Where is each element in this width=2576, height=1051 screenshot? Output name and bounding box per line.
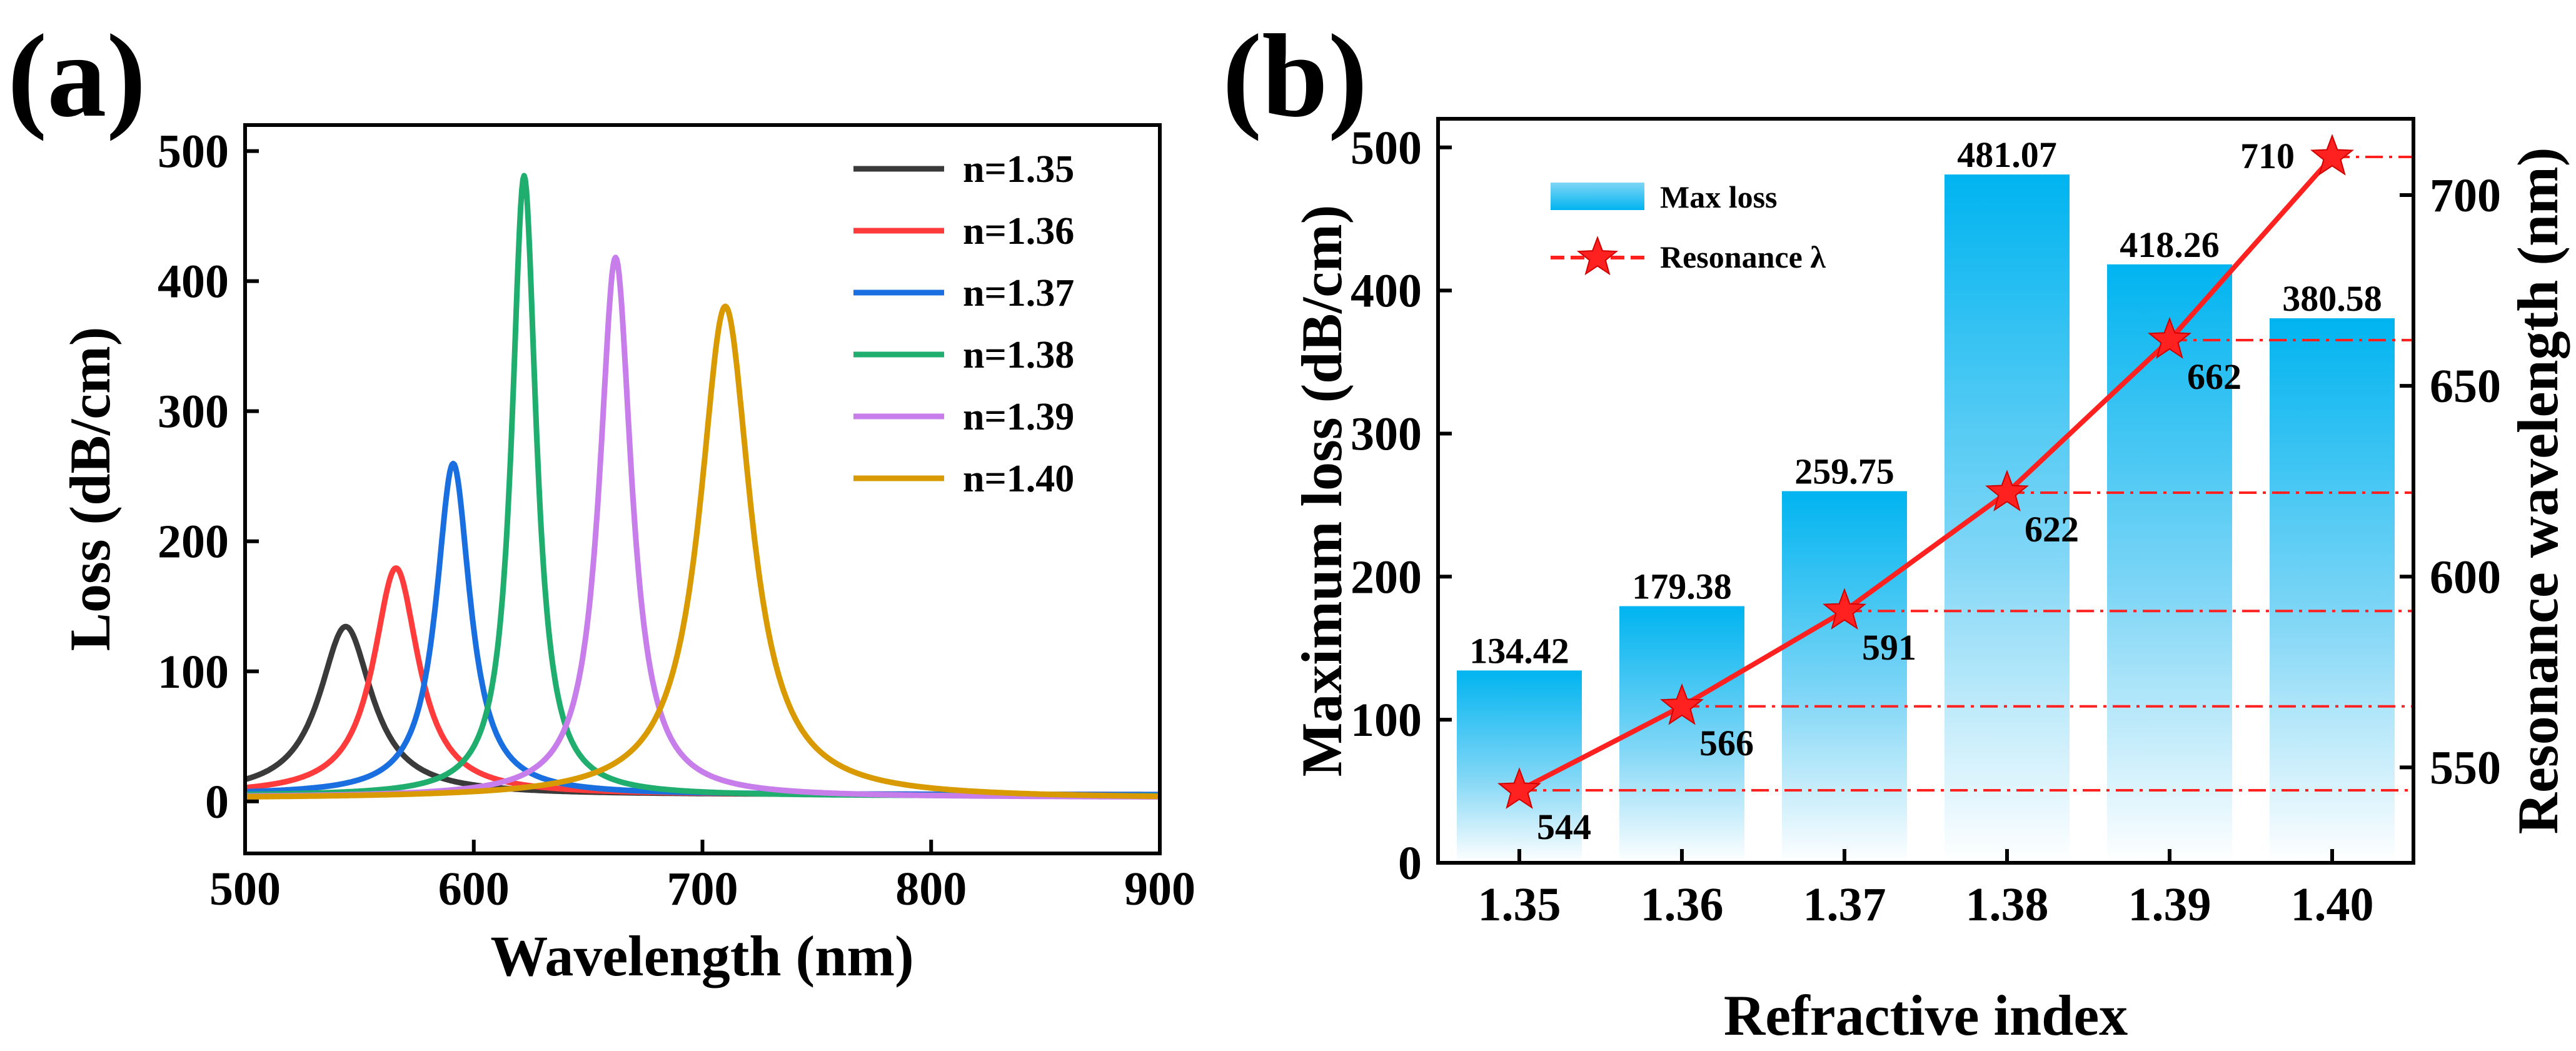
legend-label-n=1.35: n=1.35 bbox=[963, 148, 1074, 191]
y-tick-label-500: 500 bbox=[1351, 122, 1422, 174]
legend-label-max-loss: Max loss bbox=[1660, 179, 1778, 214]
legend-label-n=1.37: n=1.37 bbox=[963, 272, 1074, 314]
x-tick-label-900: 900 bbox=[1124, 863, 1195, 915]
legend-label-resonance: Resonance λ bbox=[1660, 239, 1826, 274]
star-label-544: 544 bbox=[1537, 807, 1591, 847]
panel-b-plot: 134.42 179.38 259.75 481.07 418.26 380.58 544 5… bbox=[1457, 134, 2413, 863]
x-tick-label-1.38: 1.38 bbox=[1966, 878, 2049, 931]
resonance-line bbox=[1518, 155, 2334, 793]
star-label-566: 566 bbox=[1699, 723, 1754, 763]
panel-a-x-title: Wavelength (nm) bbox=[490, 924, 913, 988]
bar-1.40 bbox=[2270, 318, 2395, 863]
bar-value-label-1.38: 481.07 bbox=[1957, 134, 2057, 175]
series-line-n=1.40 bbox=[245, 303, 1160, 800]
x-tick-label-500: 500 bbox=[209, 863, 281, 915]
panel-b-y2-title: Resonance wavelength (nm) bbox=[2506, 148, 2570, 835]
star-label-662: 662 bbox=[2187, 356, 2241, 397]
x-tick-label-600: 600 bbox=[438, 863, 510, 915]
bar-value-label-1.36: 179.38 bbox=[1632, 566, 1732, 606]
star-marker-591 bbox=[1822, 588, 1867, 630]
series-line-n=1.37 bbox=[245, 460, 1160, 798]
panel-b-legend: Max loss Resonance λ bbox=[1551, 179, 1826, 276]
y-tick-label-100: 100 bbox=[158, 646, 229, 698]
y-tick-label-200: 200 bbox=[1351, 551, 1422, 603]
y2-tick-label-700: 700 bbox=[2430, 169, 2501, 222]
y-tick-label-100: 100 bbox=[1351, 694, 1422, 747]
star-label-710: 710 bbox=[2240, 136, 2295, 176]
y-tick-label-500: 500 bbox=[158, 126, 229, 178]
y-tick-label-400: 400 bbox=[1351, 265, 1422, 318]
star-label-622: 622 bbox=[2025, 509, 2079, 550]
x-tick-label-1.35: 1.35 bbox=[1478, 878, 1561, 931]
panel-b-y-title: Maximum loss (dB/cm) bbox=[1290, 205, 1354, 777]
bar-1.36 bbox=[1619, 606, 1744, 863]
star-marker-566 bbox=[1659, 683, 1704, 725]
y2-tick-label-650: 650 bbox=[2430, 360, 2501, 413]
panel-a-legend: n=1.35 n=1.36 n=1.37 n=1.38 n=1.39 n=1.40 bbox=[853, 148, 1074, 500]
x-tick-label-700: 700 bbox=[667, 863, 738, 915]
bar-value-label-1.37: 259.75 bbox=[1794, 451, 1894, 492]
bar-1.38 bbox=[1945, 174, 2070, 863]
legend-bar-swatch bbox=[1551, 183, 1644, 210]
legend-label-n=1.39: n=1.39 bbox=[963, 396, 1074, 438]
legend-label-n=1.40: n=1.40 bbox=[963, 458, 1074, 500]
bar-value-label-1.40: 380.58 bbox=[2282, 278, 2382, 319]
y-tick-label-0: 0 bbox=[205, 776, 229, 828]
panel-a-label: (a) bbox=[8, 11, 146, 142]
panel-a-y-title: Loss (dB/cm) bbox=[58, 327, 122, 651]
star-marker-662 bbox=[2147, 317, 2192, 359]
y2-tick-label-550: 550 bbox=[2430, 742, 2501, 794]
panel-a-plot bbox=[245, 173, 1160, 800]
panel-b: (b) 134.42 179.38 259.75 481.07 418.26 380.58… bbox=[1222, 11, 2570, 1047]
panel-a-ticks: 500 600 700 800 900 0 100 200 300 400 500 bbox=[158, 126, 1195, 915]
x-tick-label-800: 800 bbox=[895, 863, 967, 915]
legend-label-n=1.36: n=1.36 bbox=[963, 210, 1074, 253]
x-tick-label-1.40: 1.40 bbox=[2291, 878, 2374, 931]
panel-b-label: (b) bbox=[1222, 11, 1367, 142]
legend-star-swatch bbox=[1576, 236, 1619, 276]
series-line-n=1.36 bbox=[245, 565, 1160, 798]
panel-a-series-group bbox=[245, 173, 1160, 800]
y-tick-label-200: 200 bbox=[158, 516, 229, 568]
bar-value-label-1.39: 418.26 bbox=[2120, 224, 2220, 265]
x-tick-label-1.36: 1.36 bbox=[1641, 878, 1724, 931]
star-marker-544 bbox=[1497, 767, 1542, 809]
y-tick-label-300: 300 bbox=[1351, 408, 1422, 460]
x-tick-label-1.39: 1.39 bbox=[2128, 878, 2211, 931]
y-tick-label-300: 300 bbox=[158, 386, 229, 438]
star-label-591: 591 bbox=[1862, 627, 1916, 668]
y-tick-label-0: 0 bbox=[1398, 837, 1422, 890]
panel-b-ticks: 1.35 1.36 1.37 1.38 1.39 1.40 0 100 200 300 400 500… bbox=[1351, 122, 2501, 931]
y-tick-label-400: 400 bbox=[158, 256, 229, 308]
x-tick-label-1.37: 1.37 bbox=[1803, 878, 1886, 931]
y2-tick-label-600: 600 bbox=[2430, 551, 2501, 603]
bar-1.37 bbox=[1782, 491, 1907, 863]
legend-label-n=1.38: n=1.38 bbox=[963, 334, 1074, 376]
panel-b-frame bbox=[1436, 117, 2415, 865]
panel-b-x-title: Refractive index bbox=[1724, 983, 2128, 1047]
star-marker-710 bbox=[2310, 134, 2355, 176]
star-marker-622 bbox=[1985, 470, 2030, 511]
bar-1.39 bbox=[2107, 264, 2232, 863]
panel-a: (a) 500 600 700 800 900 0 100 200 300 400 500 Wave… bbox=[8, 11, 1195, 988]
bar-value-label-1.35: 134.42 bbox=[1469, 630, 1569, 671]
